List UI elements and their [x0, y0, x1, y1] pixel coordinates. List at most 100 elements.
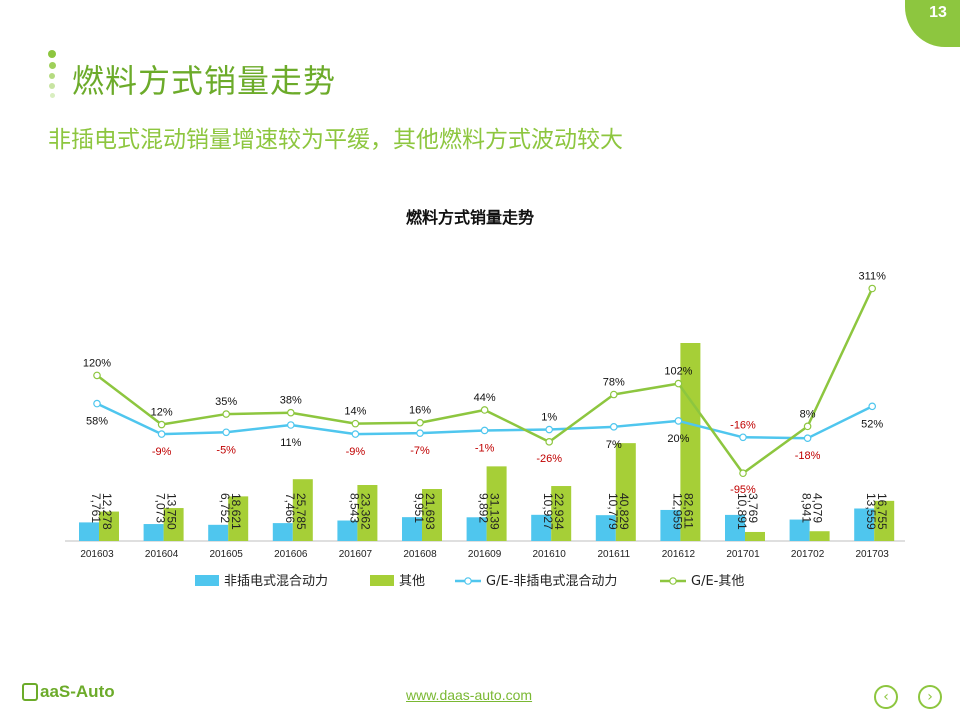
line-point [868, 402, 877, 411]
ge-other-label: -95% [730, 484, 756, 496]
x-tick-label: 201603 [80, 549, 114, 560]
ge-other-label: 120% [83, 357, 111, 369]
bar-hybrid [79, 522, 99, 541]
logo-text: aaS-Auto [40, 682, 115, 701]
x-tick-label: 201609 [468, 549, 502, 560]
logo-mark-icon [22, 683, 38, 701]
legend-label: G/E-其他 [691, 574, 744, 589]
line-point [351, 419, 360, 428]
bar-other [486, 466, 507, 541]
bar-hybrid [789, 519, 810, 541]
bar-value-label: 10,927 [541, 493, 555, 530]
bar-value-label: 10,891 [735, 493, 749, 530]
bar-other [422, 489, 442, 541]
ge-other-label: -26% [536, 453, 562, 465]
next-page-button[interactable]: › [918, 685, 942, 709]
x-tick-label: 201604 [145, 549, 179, 560]
bar-value-label: 12,278 [100, 493, 114, 530]
bar-hybrid [531, 514, 552, 541]
line-point [286, 421, 295, 429]
x-tick-label: 201610 [533, 549, 567, 560]
bar-value-label: 31,139 [488, 493, 502, 530]
bar-hybrid [854, 508, 875, 541]
line-point [674, 417, 683, 425]
bar-value-label: 13,559 [864, 493, 878, 530]
ge-other-label: 12% [151, 407, 173, 419]
ge-hybrid-label: 11% [280, 437, 301, 449]
line-point [416, 418, 424, 427]
bar-value-label: 22,934 [552, 493, 566, 530]
slide-subtitle: 非插电式混动销量增速较为平缓，其他燃料方式波动较大 [48, 127, 623, 153]
line-point [609, 390, 618, 399]
website-link[interactable]: www.daas-auto.com [406, 687, 533, 703]
bar-other [551, 486, 572, 541]
x-tick-label: 201702 [791, 549, 825, 560]
bar-value-label: 4,079 [811, 493, 825, 523]
ge-hybrid-label: -1% [475, 442, 495, 454]
bar-other [292, 479, 313, 541]
prev-page-button[interactable]: ‹ [874, 685, 898, 709]
bar-other [99, 511, 119, 541]
x-tick-label: 201608 [403, 549, 437, 560]
bar-other [615, 443, 636, 541]
bar-value-label: 9,951 [412, 493, 426, 523]
bar-hybrid [466, 517, 487, 541]
ge-hybrid-label: 7% [606, 439, 622, 451]
ge-hybrid-label: 1% [541, 412, 557, 424]
legend-swatch [195, 575, 219, 586]
x-tick-label: 201607 [339, 549, 373, 560]
bar-value-label: 18,621 [229, 493, 243, 530]
bar-value-label: 16,755 [875, 493, 889, 530]
bar-other [874, 500, 895, 541]
bar-hybrid [208, 524, 229, 541]
bar-value-label: 25,785 [294, 493, 308, 530]
x-tick-label: 201703 [856, 549, 890, 560]
bar-hybrid [595, 515, 616, 541]
ge-hybrid-label: -18% [795, 450, 821, 462]
bar-value-label: 8,941 [800, 493, 814, 523]
bar-value-label: 12,959 [670, 493, 684, 530]
line-point [803, 422, 812, 431]
line-point [803, 434, 812, 442]
ge-other-label: 44% [474, 392, 496, 404]
ge-hybrid-label: 20% [667, 433, 689, 445]
bar-value-label: 7,466 [283, 493, 297, 523]
bar-value-label: 7,761 [89, 493, 103, 523]
bar-hybrid [725, 514, 745, 541]
bar-value-label: 40,829 [617, 493, 631, 530]
x-tick-label: 201606 [274, 549, 308, 560]
bar-value-label: 6,752 [218, 493, 232, 523]
bar-value-label: 21,693 [423, 493, 437, 530]
ge-other-label: 35% [215, 396, 237, 408]
chart-title: 燃料方式销量走势 [405, 208, 534, 227]
bar-value-label: 10,779 [606, 493, 620, 530]
title-dots-decoration [48, 50, 56, 102]
line-point [739, 433, 747, 442]
x-tick-label: 201611 [597, 549, 630, 560]
bar-value-label: 82,611 [681, 493, 695, 529]
bar-value-label: 7,073 [154, 493, 168, 523]
legend-label: 非插电式混合动力 [224, 574, 328, 589]
x-tick-label: 201605 [210, 549, 244, 560]
line-point [351, 430, 360, 438]
bar-value-label: 8,543 [347, 493, 361, 523]
bar-value-label: 13,750 [165, 493, 179, 530]
bar-hybrid [337, 520, 358, 541]
bar-value-label: 23,362 [358, 493, 372, 530]
page-number: 13 [929, 4, 947, 21]
ge-hybrid-label: -9% [152, 446, 172, 458]
line-point [674, 379, 683, 388]
ge-other-label: 311% [859, 270, 887, 282]
legend-label: G/E-非插电式混合动力 [486, 574, 617, 589]
ge-hybrid-label: 58% [86, 416, 108, 428]
line-point [93, 399, 101, 408]
line-point [157, 420, 166, 429]
bar-other [228, 496, 249, 541]
x-tick-label: 201701 [726, 549, 760, 560]
line-point [286, 408, 295, 417]
bar-other [357, 485, 378, 541]
bar-hybrid [272, 523, 293, 541]
bar-value-label: 9,892 [477, 493, 491, 523]
line-point [609, 423, 618, 431]
ge-hybrid-label: -16% [730, 419, 756, 431]
